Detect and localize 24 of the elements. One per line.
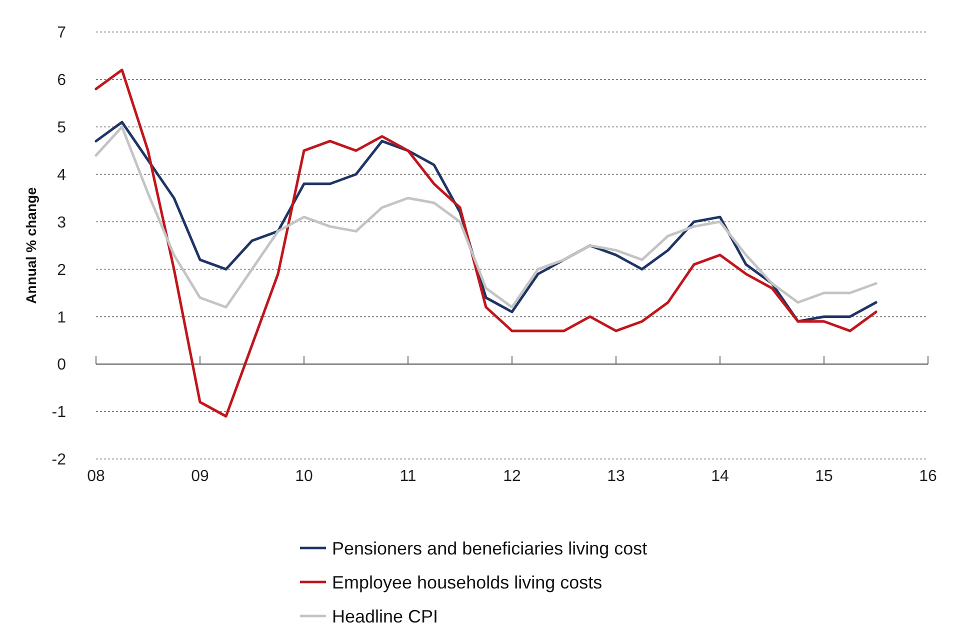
x-tick-label: 09 bbox=[191, 468, 209, 485]
x-tick-label: 15 bbox=[815, 468, 833, 485]
y-tick-label: -2 bbox=[52, 452, 66, 469]
x-tick-label: 10 bbox=[295, 468, 313, 485]
x-tick-label: 14 bbox=[711, 468, 729, 485]
x-tick-label: 13 bbox=[607, 468, 625, 485]
legend-label: Employee households living costs bbox=[332, 572, 602, 592]
x-tick-label: 12 bbox=[503, 468, 521, 485]
y-tick-label: 2 bbox=[57, 262, 66, 279]
legend-label: Pensioners and beneficiaries living cost bbox=[332, 538, 648, 558]
x-tick-label: 11 bbox=[400, 468, 416, 485]
y-tick-label: 3 bbox=[57, 214, 66, 232]
legend-label: Headline CPI bbox=[332, 606, 438, 626]
y-tick-label: 4 bbox=[57, 166, 66, 184]
y-tick-label: 1 bbox=[57, 309, 66, 326]
y-tick-label: 0 bbox=[57, 356, 66, 374]
y-tick-label: -1 bbox=[52, 404, 66, 422]
y-tick-label: 6 bbox=[57, 72, 66, 90]
x-tick-label: 16 bbox=[919, 468, 937, 485]
y-axis-title: Annual % change bbox=[23, 186, 39, 304]
line-series bbox=[94, 68, 878, 418]
y-tick-label: 7 bbox=[57, 24, 66, 42]
y-tick-label: 5 bbox=[57, 119, 66, 136]
x-tick-label: 08 bbox=[87, 468, 105, 485]
